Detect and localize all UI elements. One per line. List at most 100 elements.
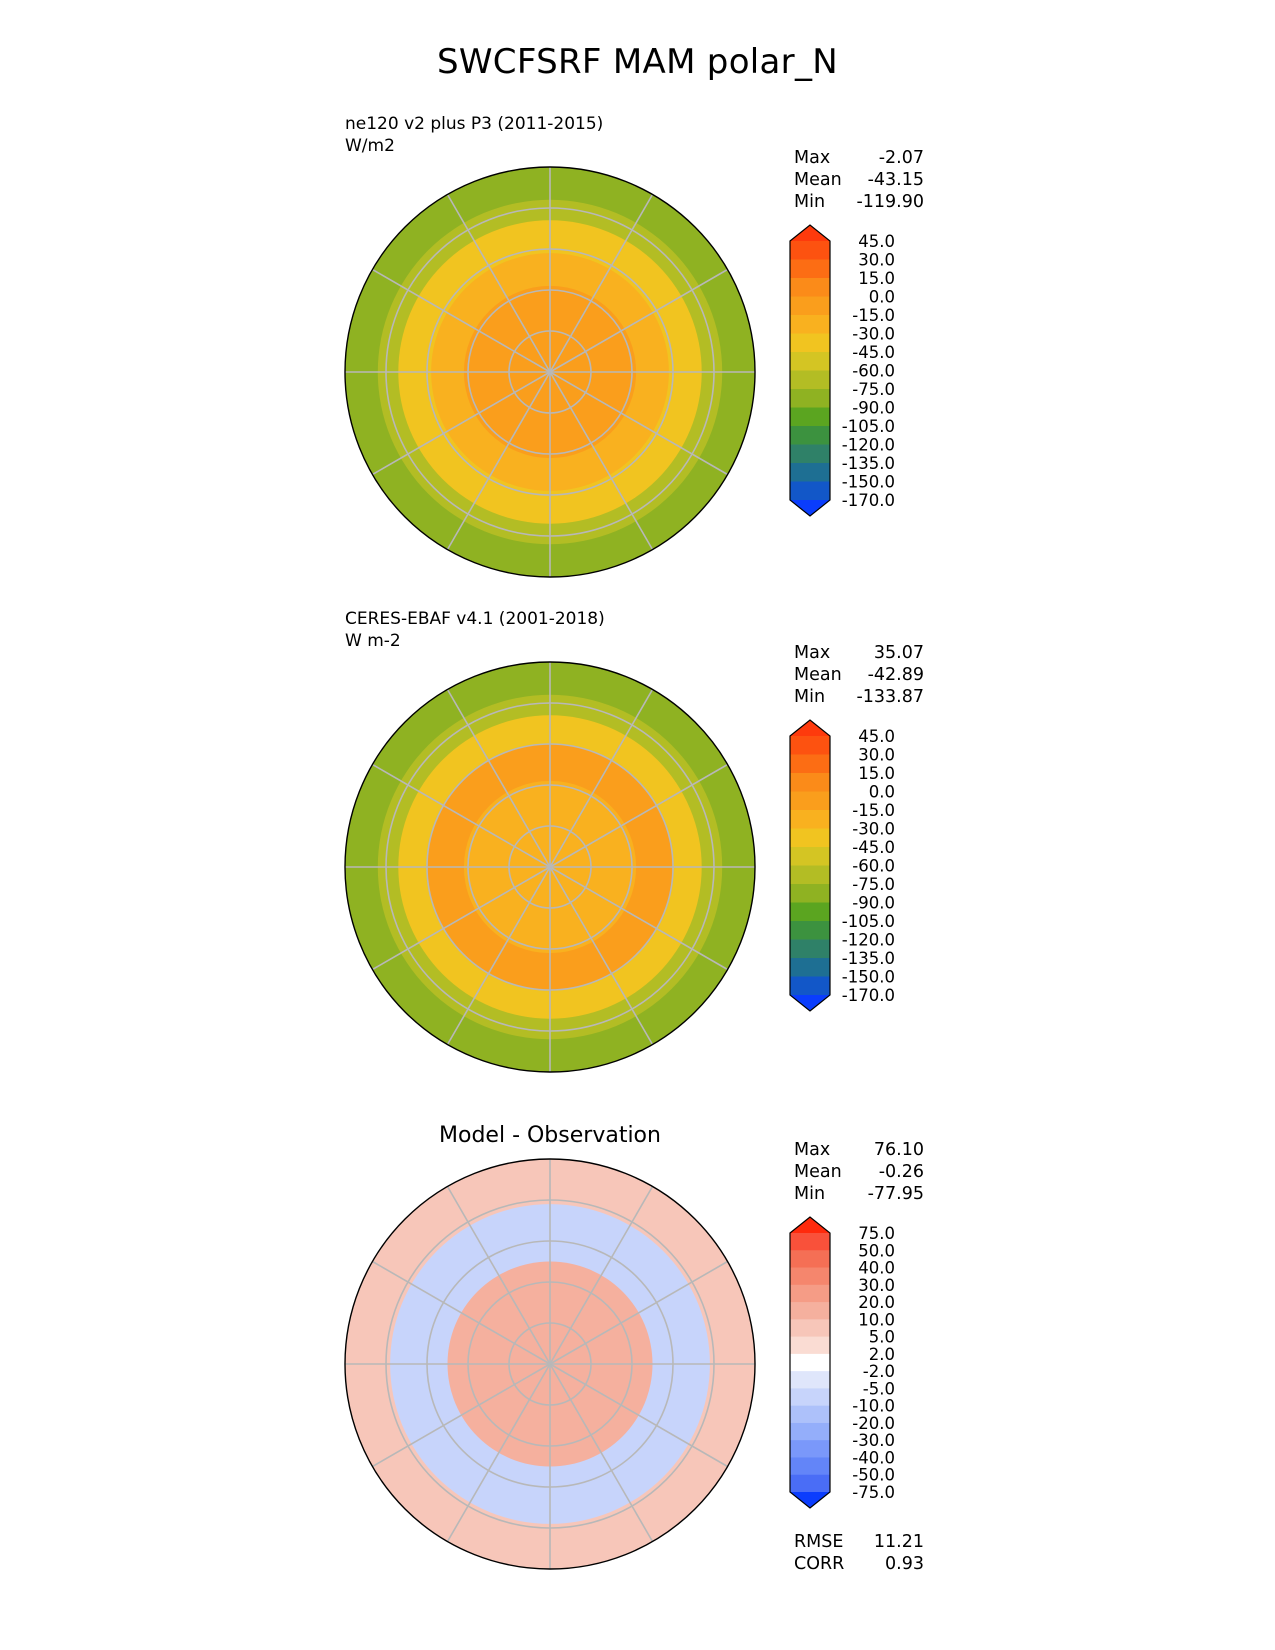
colorbar-segment <box>790 791 830 811</box>
figure-title: SWCFSRF MAM polar_N <box>437 42 838 82</box>
min-value: -119.90 <box>856 192 924 212</box>
colorbar-segment <box>790 278 830 297</box>
stats-box: Max -2.07 Mean -43.15 Min -119.90 <box>794 147 924 213</box>
colorbar-segment <box>790 1422 830 1441</box>
colorbar-tick-label: 40.0 <box>858 1259 895 1278</box>
colorbar-tick-label: 30.0 <box>858 746 895 765</box>
colorbar-tick-label: 30.0 <box>858 1276 895 1295</box>
colorbar-tick-label: -120.0 <box>842 436 895 455</box>
colorbar-tick-label: 0.0 <box>869 783 895 802</box>
meridian-line <box>549 1363 654 1542</box>
colorbar-extend-max <box>790 720 830 736</box>
colorbar-extend-min <box>790 995 830 1011</box>
max-label: Max <box>794 643 831 663</box>
meridian-line <box>446 371 551 550</box>
metrics-box: RMSE 11.21 CORR 0.93 <box>794 1531 924 1575</box>
meridian-line <box>372 371 551 476</box>
colorbar-segment <box>790 976 830 996</box>
corr-value: 0.93 <box>885 1554 924 1574</box>
panel-title-line1: CERES-EBAF v4.1 (2001-2018) <box>345 609 605 629</box>
colorbar-extend-max <box>790 1217 830 1233</box>
polar-map <box>344 1158 756 1570</box>
colorbar-tick-label: -170.0 <box>842 986 895 1005</box>
colorbar-segment <box>790 481 830 501</box>
colorbar-tick-label: -105.0 <box>842 417 895 436</box>
panel-difference: Model - Observation Max 76.10 Mean -0.26 M… <box>0 1105 1275 1575</box>
colorbar-segment <box>790 1267 830 1286</box>
colorbar-tick-label: -150.0 <box>842 968 895 987</box>
max-value: -2.07 <box>878 148 924 168</box>
mean-label: Mean <box>794 1162 842 1182</box>
panel-title: CERES-EBAF v4.1 (2001-2018) W m-2 <box>345 608 605 652</box>
colorbar-tick-label: -135.0 <box>842 949 895 968</box>
colorbar-tick-label: 2.0 <box>869 1345 895 1364</box>
colorbar-tick-label: 20.0 <box>858 1293 895 1312</box>
mean-value: -43.15 <box>867 170 924 190</box>
meridian-line <box>446 1363 551 1542</box>
colorbar-segment <box>790 736 830 755</box>
meridian-line <box>372 763 551 868</box>
colorbar-segment <box>790 389 830 408</box>
meridian-line <box>549 371 728 476</box>
colorbar-segment <box>790 463 830 482</box>
mean-value: -0.26 <box>878 1162 924 1182</box>
colorbar-segment <box>790 426 830 445</box>
max-value: 35.07 <box>873 643 924 663</box>
colorbar-extend-min <box>790 500 830 516</box>
colorbar-segment <box>790 939 830 959</box>
colorbar-tick-label: -75.0 <box>852 875 895 894</box>
colorbar-segment <box>790 370 830 390</box>
colorbar-segment <box>790 865 830 885</box>
colorbar-tick-label: -30.0 <box>852 325 895 344</box>
panel-units: W/m2 <box>345 136 395 156</box>
colorbar-segment <box>790 1405 830 1424</box>
polar-map <box>344 661 756 1073</box>
colorbar-segment <box>790 407 830 427</box>
colorbar-outline <box>789 1216 831 1509</box>
colorbar-tick-label: 45.0 <box>858 232 895 251</box>
meridian-line <box>549 1363 728 1468</box>
colorbar-tick-label: -105.0 <box>842 912 895 931</box>
colorbar-segment <box>790 241 830 260</box>
colorbar-segment <box>790 1302 830 1320</box>
meridian-line <box>446 689 551 868</box>
rmse-value: 11.21 <box>873 1532 924 1552</box>
colorbar-segment <box>790 1319 830 1338</box>
panel-units: W m-2 <box>345 631 401 651</box>
min-label: Min <box>794 192 826 212</box>
colorbar-tick-label: -40.0 <box>852 1448 895 1467</box>
colorbar-tick-label: -135.0 <box>842 454 895 473</box>
stats-box: Max 35.07 Mean -42.89 Min -133.87 <box>794 642 924 708</box>
colorbar-tick-label: 30.0 <box>858 251 895 270</box>
colorbar-segment <box>790 1371 830 1389</box>
colorbar-segment <box>790 828 830 848</box>
meridian-line <box>549 194 654 373</box>
map-boundary <box>344 166 756 578</box>
meridian-line <box>549 1186 654 1365</box>
panel-observation: CERES-EBAF v4.1 (2001-2018) W m-2 Max 35.… <box>0 608 1275 1078</box>
colorbar-extend-max <box>790 225 830 241</box>
colorbar-tick-label: -15.0 <box>852 801 895 820</box>
colorbar-tick-label: -50.0 <box>852 1466 895 1485</box>
colorbar-tick-label: -90.0 <box>852 894 895 913</box>
colorbar-tick-label: -15.0 <box>852 306 895 325</box>
meridian-line <box>549 689 654 868</box>
colorbar-segment <box>790 810 830 829</box>
colorbar-segment <box>790 315 830 334</box>
colorbar-tick-label: 10.0 <box>858 1310 895 1329</box>
meridian-line <box>372 1260 551 1365</box>
meridian-line <box>549 268 728 373</box>
colorbar-segment <box>790 902 830 922</box>
colorbar-segment <box>790 884 830 903</box>
colorbar-tick-label: 45.0 <box>858 727 895 746</box>
colorbar-tick-label: -5.0 <box>863 1379 895 1398</box>
colorbar-tick-label: -30.0 <box>852 1431 895 1450</box>
colorbar-segment <box>790 1233 830 1251</box>
colorbar-tick-label: -120.0 <box>842 931 895 950</box>
min-value: -133.87 <box>856 687 924 707</box>
colorbar-segment <box>790 921 830 940</box>
colorbar-tick-label: -20.0 <box>852 1414 895 1433</box>
colorbar-outline <box>789 719 831 1012</box>
mean-label: Mean <box>794 665 842 685</box>
meridian-line <box>549 866 728 971</box>
